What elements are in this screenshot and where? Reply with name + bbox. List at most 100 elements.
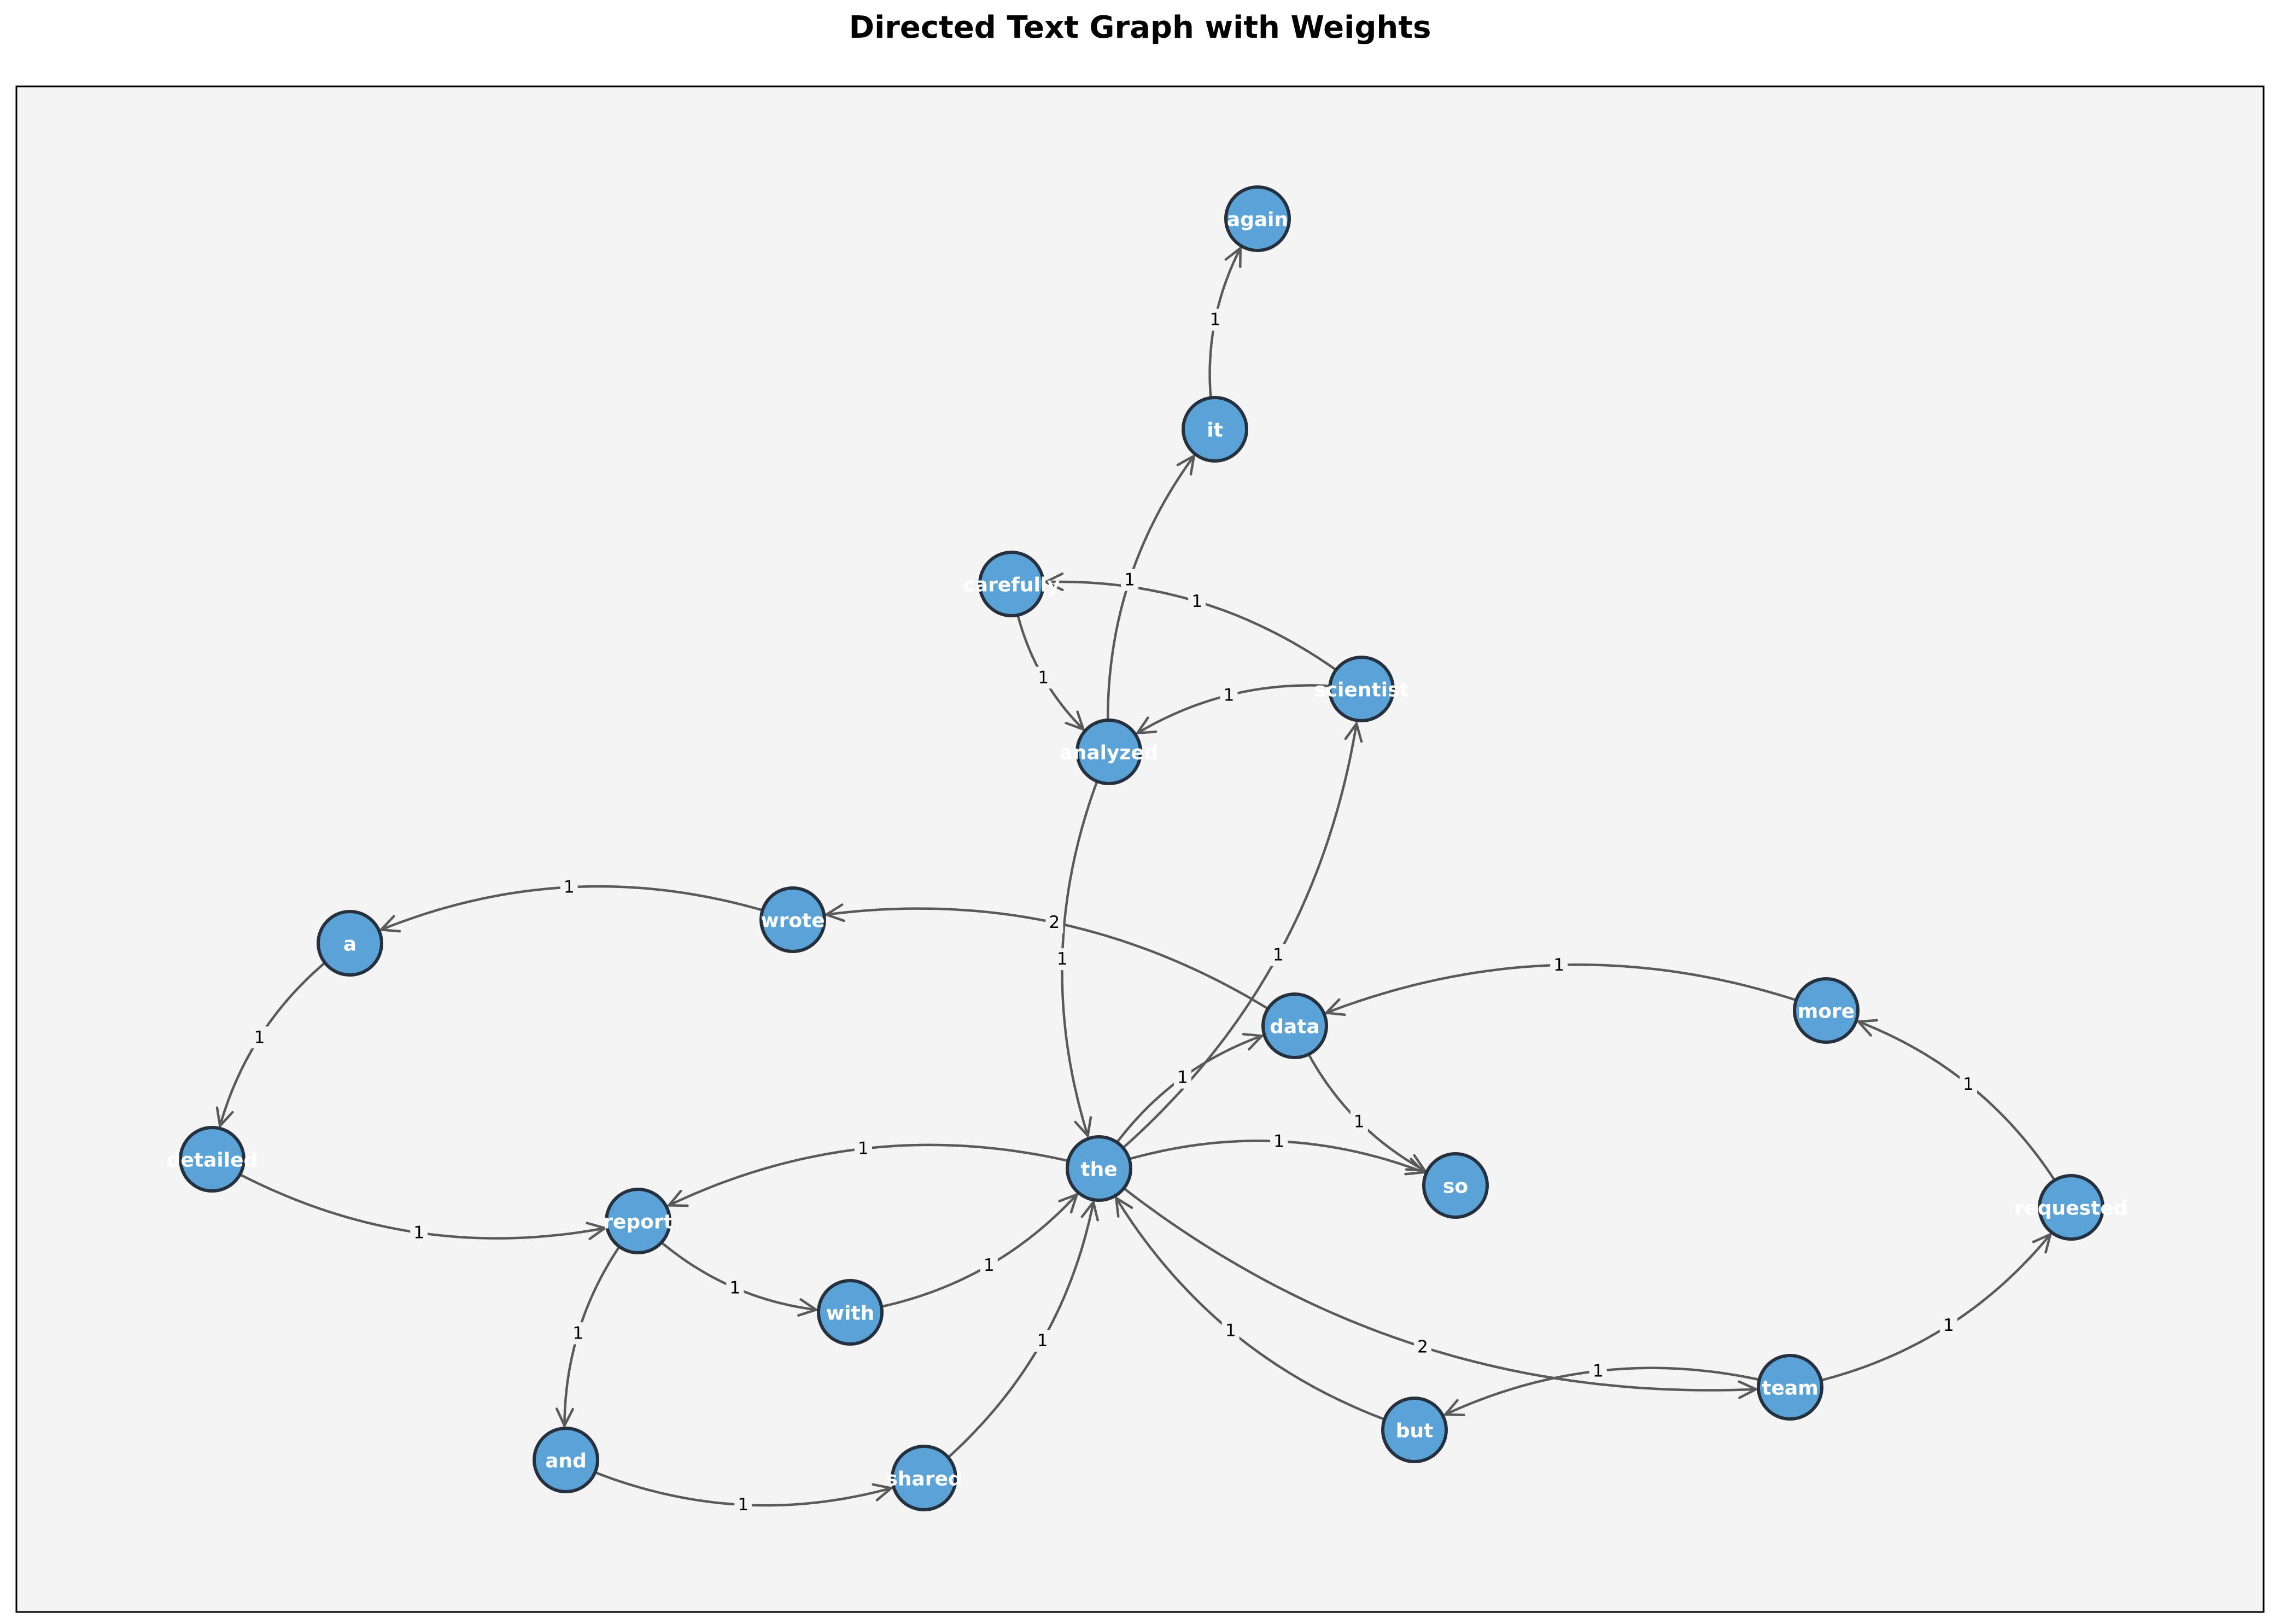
node-label: again xyxy=(1227,209,1288,231)
node-label: carefully xyxy=(963,574,1060,597)
node-so[interactable]: so xyxy=(1422,1152,1489,1219)
edge-weight-text: 1 xyxy=(1273,945,1284,965)
node-circle xyxy=(317,910,383,977)
arrowhead-data-to-wrote xyxy=(823,903,845,922)
node-circle xyxy=(891,1445,957,1511)
node-label: the xyxy=(1080,1159,1117,1181)
arrowhead-report-to-with xyxy=(797,1298,819,1317)
node-circle xyxy=(759,886,826,953)
edge-weight-text: 2 xyxy=(1049,913,1060,932)
edge-weight-text: 1 xyxy=(1943,1316,1954,1335)
arrowhead-requested-to-more xyxy=(1856,1019,1879,1037)
node-wrote[interactable]: wrote xyxy=(759,886,826,953)
edge-weight-label: 1 xyxy=(1960,1073,1977,1096)
node-again[interactable]: again xyxy=(1224,185,1291,252)
node-circle xyxy=(1381,1397,1448,1463)
edge-weight-label: 1 xyxy=(1269,944,1287,966)
edge-weight-label: 1 xyxy=(569,1322,587,1345)
node-circle xyxy=(1224,185,1291,252)
edge-weight-text: 1 xyxy=(1124,570,1135,590)
node-more[interactable]: more xyxy=(1793,977,1860,1044)
node-label: team xyxy=(1762,1377,1818,1400)
edge-weight-bg xyxy=(1206,308,1224,331)
node-team[interactable]: team xyxy=(1757,1354,1823,1421)
node-circle xyxy=(978,551,1045,617)
edge-weight-text: 1 xyxy=(1038,668,1049,687)
edge-weight-text: 1 xyxy=(1037,1331,1048,1351)
node-carefully[interactable]: carefully xyxy=(963,551,1060,617)
node-label: with xyxy=(826,1302,874,1325)
arrowhead-team-to-requested xyxy=(2032,1232,2053,1254)
edge-weight-label: 1 xyxy=(734,1494,752,1516)
edge-labels-layer: 1 1 1 1 1 1 1 1 2 1 1 1 1 1 1 1 1 1 1 1 1 1 1 2 1 1 xyxy=(250,308,1977,1516)
node-shared[interactable]: shared xyxy=(886,1445,962,1511)
edge-weight-label: 1 xyxy=(1173,1066,1191,1089)
node-circle xyxy=(1757,1354,1823,1421)
node-and[interactable]: and xyxy=(533,1427,599,1493)
edge-weight-bg xyxy=(560,876,578,898)
edge-weight-text: 1 xyxy=(1177,1068,1188,1088)
edge-weight-bg xyxy=(1550,954,1568,976)
edge-weight-text: 1 xyxy=(1210,310,1221,330)
node-scientist[interactable]: scientist xyxy=(1314,656,1409,722)
arrowhead-a-to-detailed xyxy=(215,1106,234,1129)
edge-weight-label: 1 xyxy=(1270,1130,1288,1153)
edge-weight-label: 1 xyxy=(1221,1319,1240,1342)
arrowhead-wrote-to-a xyxy=(378,915,401,933)
edge-weight-bg xyxy=(726,1277,744,1299)
edge-weight-text: 2 xyxy=(1417,1337,1428,1357)
edge-weight-label: 2 xyxy=(1045,912,1063,934)
nodes-layer: again it carefully scientist analyzed a wrote d… xyxy=(167,185,2128,1511)
arrowhead-more-to-data xyxy=(1323,998,1346,1016)
arrowhead-the-to-team xyxy=(1738,1380,1759,1399)
node-data[interactable]: data xyxy=(1261,992,1328,1059)
edge-weight-text: 1 xyxy=(572,1323,583,1343)
node-label: a xyxy=(343,933,356,956)
node-but[interactable]: but xyxy=(1381,1397,1448,1463)
edge-weight-label: 1 xyxy=(726,1277,744,1299)
node-a[interactable]: a xyxy=(317,910,383,977)
edge-weight-bg xyxy=(1939,1314,1957,1336)
edge-weight-text: 1 xyxy=(1593,1361,1604,1381)
node-detailed[interactable]: detailed xyxy=(167,1126,258,1193)
edge-weight-text: 1 xyxy=(1057,949,1068,969)
edge-weight-text: 1 xyxy=(1553,955,1564,975)
edge-weight-bg xyxy=(410,1222,428,1244)
node-label: detailed xyxy=(167,1149,258,1172)
edge-weight-text: 1 xyxy=(413,1223,424,1242)
node-circle xyxy=(817,1279,884,1346)
edge-weight-bg xyxy=(734,1494,752,1516)
node-analyzed[interactable]: analyzed xyxy=(1059,718,1159,785)
edge-weight-label: 1 xyxy=(1033,1330,1051,1352)
edge-weight-label: 1 xyxy=(1034,667,1053,689)
edge-weight-text: 1 xyxy=(1273,1131,1284,1151)
edge-weight-label: 1 xyxy=(250,1026,268,1049)
arrowhead-the-to-scientist xyxy=(1344,721,1363,743)
edge-weight-bg xyxy=(250,1026,268,1049)
edge-weight-bg xyxy=(1270,1130,1288,1153)
node-circle xyxy=(1793,977,1860,1044)
edge-weight-text: 1 xyxy=(564,878,575,897)
edge-weight-text: 1 xyxy=(984,1255,995,1275)
node-circle xyxy=(1075,718,1142,785)
edge-weight-label: 1 xyxy=(1550,954,1568,976)
edge-weight-bg xyxy=(1414,1336,1431,1358)
node-circle xyxy=(1328,656,1395,722)
node-the[interactable]: the xyxy=(1066,1135,1132,1202)
arrowhead-analyzed-to-it xyxy=(1176,453,1196,476)
arrowhead-it-to-again xyxy=(1224,246,1242,268)
edge-weight-text: 1 xyxy=(1191,592,1202,611)
node-label: more xyxy=(1798,1001,1855,1023)
edge-weight-bg xyxy=(1350,1111,1368,1133)
node-circle xyxy=(1422,1152,1489,1219)
arrowhead-shared-to-the xyxy=(1080,1199,1099,1222)
edge-weight-bg xyxy=(1960,1073,1977,1096)
edge-weight-text: 1 xyxy=(1224,685,1235,705)
node-circle xyxy=(605,1188,671,1254)
node-it[interactable]: it xyxy=(1182,396,1248,463)
node-with[interactable]: with xyxy=(817,1279,884,1346)
edge-weight-text: 1 xyxy=(729,1278,740,1298)
node-requested[interactable]: requested xyxy=(2015,1174,2128,1241)
edge-weight-bg xyxy=(1188,591,1206,612)
node-report[interactable]: report xyxy=(603,1188,673,1254)
